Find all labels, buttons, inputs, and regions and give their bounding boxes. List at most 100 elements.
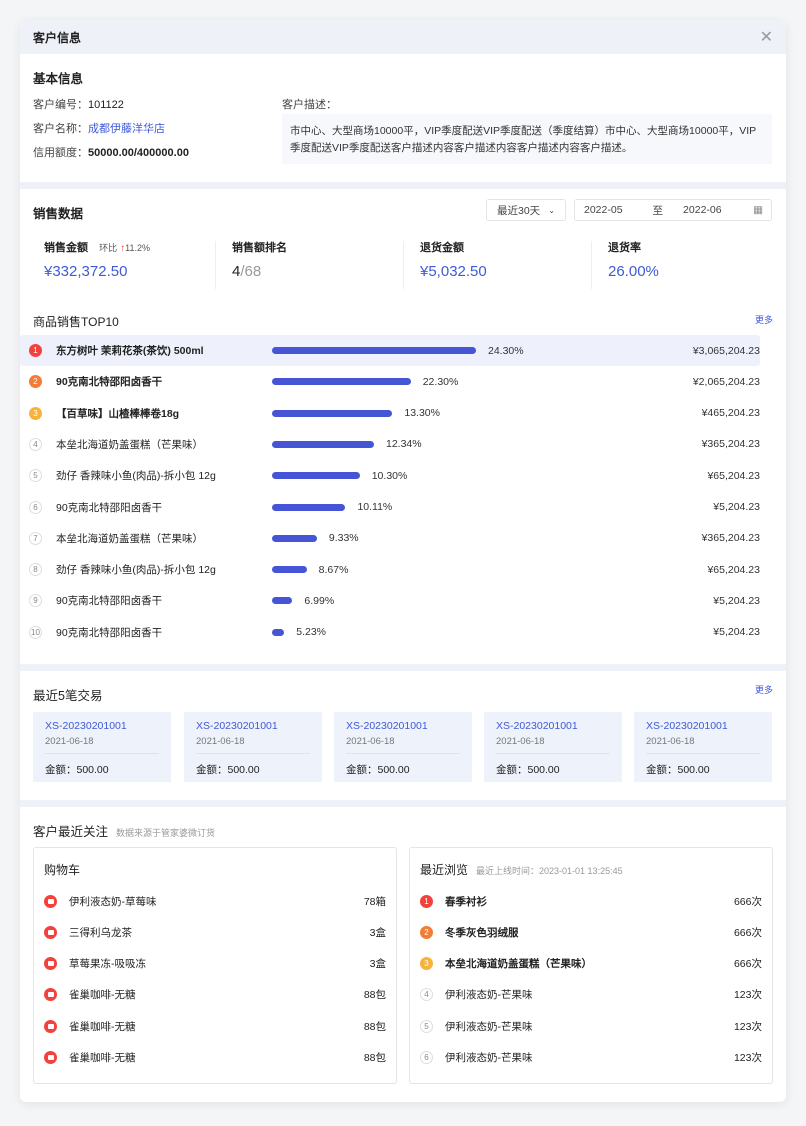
view-count: 123次 xyxy=(733,1020,762,1033)
compare-label: 环比 xyxy=(99,243,118,253)
divider xyxy=(20,800,786,807)
top10-more-link[interactable]: 更多 xyxy=(754,315,773,325)
share-percent: 13.30% xyxy=(404,407,440,420)
top10-row[interactable]: 6 90克南北特邵阳卤香干 10.11% ¥5,204.23 xyxy=(20,492,760,523)
cart-item[interactable]: 三得利乌龙茶 3盒 xyxy=(44,922,386,942)
panel-title: 客户信息 xyxy=(33,30,82,45)
top10-title: 商品销售TOP10 xyxy=(33,315,119,329)
transaction-card[interactable]: XS-20230201001 2021-06-18 金额：500.00 xyxy=(484,712,622,782)
arrow-up-icon: ↑ xyxy=(120,243,126,254)
sales-title: 销售数据 xyxy=(33,207,84,221)
item-qty: 88包 xyxy=(363,1052,386,1064)
order-id-link[interactable]: XS-20230201001 xyxy=(45,720,127,732)
sales-amount: ¥465,204.23 xyxy=(701,407,760,420)
range-select-value: 最近30天 xyxy=(497,204,541,217)
top10-row[interactable]: 8 劲仔 香辣味小鱼(肉品)-拆小包 12g 8.67% ¥65,204.23 xyxy=(20,554,760,585)
product-name: 本垒北海道奶盖蛋糕（芒果味） xyxy=(56,438,203,451)
item-name: 雀巢咖啡-无糖 xyxy=(69,989,136,1002)
date-separator: 至 xyxy=(652,204,664,217)
browse-item[interactable]: 3 本垒北海道奶盖蛋糕（芒果味） 666次 xyxy=(420,954,762,974)
top10-row[interactable]: 1 东方树叶 茉莉花茶(茶饮) 500ml 24.30% ¥3,065,204.23 xyxy=(20,335,760,366)
share-bar xyxy=(272,472,360,480)
share-percent: 24.30% xyxy=(488,344,524,357)
kpi-return-rate: 退货率 26.00% xyxy=(608,239,659,299)
top10-row[interactable]: 9 90克南北特邵阳卤香干 6.99% ¥5,204.23 xyxy=(20,585,760,616)
sales-amount: ¥365,204.23 xyxy=(701,532,760,545)
item-name: 三得利乌龙茶 xyxy=(69,926,132,939)
browse-item[interactable]: 5 伊利液态奶-芒果味 123次 xyxy=(420,1016,762,1036)
kpi-label: 退货率 xyxy=(608,242,641,254)
browse-item[interactable]: 4 伊利液态奶-芒果味 123次 xyxy=(420,985,762,1005)
kpi-value: ¥332,372.50 xyxy=(44,263,128,280)
top10-row[interactable]: 4 本垒北海道奶盖蛋糕（芒果味） 12.34% ¥365,204.23 xyxy=(20,429,760,460)
order-id-link[interactable]: XS-20230201001 xyxy=(346,720,428,732)
product-name: 本垒北海道奶盖蛋糕（芒果味） xyxy=(56,532,203,545)
share-percent: 12.34% xyxy=(386,438,422,451)
order-id-link[interactable]: XS-20230201001 xyxy=(496,720,578,732)
date-range-picker[interactable]: 2022-05 至 2022-06 ▦ xyxy=(574,199,772,221)
transaction-card[interactable]: XS-20230201001 2021-06-18 金额：500.00 xyxy=(184,712,322,782)
kpi-label: 销售额排名 xyxy=(232,242,287,254)
cart-item[interactable]: 伊利液态奶-草莓味 78箱 xyxy=(44,891,386,911)
browse-title: 最近浏览 xyxy=(420,863,469,877)
cart-icon xyxy=(44,988,57,1002)
order-date: 2021-06-18 xyxy=(646,736,760,754)
share-percent: 22.30% xyxy=(422,375,459,388)
order-date: 2021-06-18 xyxy=(196,736,310,754)
range-select[interactable]: 最近30天 ⌄ xyxy=(486,199,566,221)
transaction-card[interactable]: XS-20230201001 2021-06-18 金额：500.00 xyxy=(634,712,772,782)
share-bar xyxy=(272,440,374,448)
order-amount: 金额：500.00 xyxy=(646,764,710,776)
top10-row[interactable]: 5 劲仔 香辣味小鱼(肉品)-拆小包 12g 10.30% ¥65,204.23 xyxy=(20,460,760,491)
rank-badge: 8 xyxy=(29,563,42,577)
browse-item[interactable]: 6 伊利液态奶-芒果味 123次 xyxy=(420,1048,762,1068)
rank-badge: 7 xyxy=(29,531,42,545)
date-to: 2022-06 xyxy=(683,204,722,216)
order-id-link[interactable]: XS-20230201001 xyxy=(196,720,278,732)
kpi-value: 26.00% xyxy=(608,263,659,280)
rank-badge: 1 xyxy=(29,344,42,357)
view-count: 123次 xyxy=(733,989,762,1002)
customer-name-link[interactable]: 成都伊藤洋华店 xyxy=(88,123,165,135)
item-name: 本垒北海道奶盖蛋糕（芒果味） xyxy=(445,958,592,971)
sales-amount: ¥5,204.23 xyxy=(713,501,760,513)
top10-row[interactable]: 2 90克南北特邵阳卤香干 22.30% ¥2,065,204.23 xyxy=(20,366,760,397)
recent-more-link[interactable]: 更多 xyxy=(754,685,773,695)
cart-title: 购物车 xyxy=(44,863,81,877)
sales-amount: ¥2,065,204.23 xyxy=(692,375,760,388)
share-percent: 10.30% xyxy=(371,469,408,482)
cart-icon xyxy=(44,894,57,908)
order-id-link[interactable]: XS-20230201001 xyxy=(646,720,728,732)
share-bar xyxy=(272,347,476,354)
item-name: 冬季灰色羽绒服 xyxy=(445,926,519,939)
panel-header: 客户信息 ✕ xyxy=(20,20,786,54)
top10-row[interactable]: 10 90克南北特邵阳卤香干 5.23% ¥5,204.23 xyxy=(20,617,760,648)
order-amount: 金额：500.00 xyxy=(196,764,260,776)
product-name: 90克南北特邵阳卤香干 xyxy=(56,501,163,514)
top10-row[interactable]: 3 【百草味】山楂棒棒卷18g 13.30% ¥465,204.23 xyxy=(20,398,760,429)
item-name: 雀巢咖啡-无糖 xyxy=(69,1052,136,1064)
cart-item[interactable]: 雀巢咖啡-无糖 88包 xyxy=(44,985,386,1005)
transaction-card[interactable]: XS-20230201001 2021-06-18 金额：500.00 xyxy=(334,712,472,782)
sales-amount: ¥5,204.23 xyxy=(713,594,760,607)
share-percent: 8.67% xyxy=(318,563,349,576)
customer-name-label: 客户名称： xyxy=(33,123,88,135)
browse-item[interactable]: 1 春季衬衫 666次 xyxy=(420,891,762,911)
browse-item[interactable]: 2 冬季灰色羽绒服 666次 xyxy=(420,922,762,942)
cart-item[interactable]: 雀巢咖啡-无糖 88包 xyxy=(44,1016,386,1036)
share-bar xyxy=(272,566,307,574)
transaction-card[interactable]: XS-20230201001 2021-06-18 金额：500.00 xyxy=(33,712,171,782)
share-bar xyxy=(272,409,393,417)
close-icon[interactable]: ✕ xyxy=(759,29,773,46)
share-percent: 9.33% xyxy=(328,532,359,545)
cart-item[interactable]: 草莓果冻-吸吸冻 3盒 xyxy=(44,954,386,974)
share-bar xyxy=(272,534,317,542)
share-percent: 6.99% xyxy=(304,594,335,607)
rank-badge: 6 xyxy=(29,500,42,514)
item-name: 伊利液态奶-草莓味 xyxy=(69,895,157,908)
view-count: 666次 xyxy=(733,895,762,908)
rank-badge: 3 xyxy=(29,406,42,420)
top10-row[interactable]: 7 本垒北海道奶盖蛋糕（芒果味） 9.33% ¥365,204.23 xyxy=(20,523,760,554)
rank-badge: 4 xyxy=(420,988,433,1002)
cart-item[interactable]: 雀巢咖啡-无糖 88包 xyxy=(44,1048,386,1068)
